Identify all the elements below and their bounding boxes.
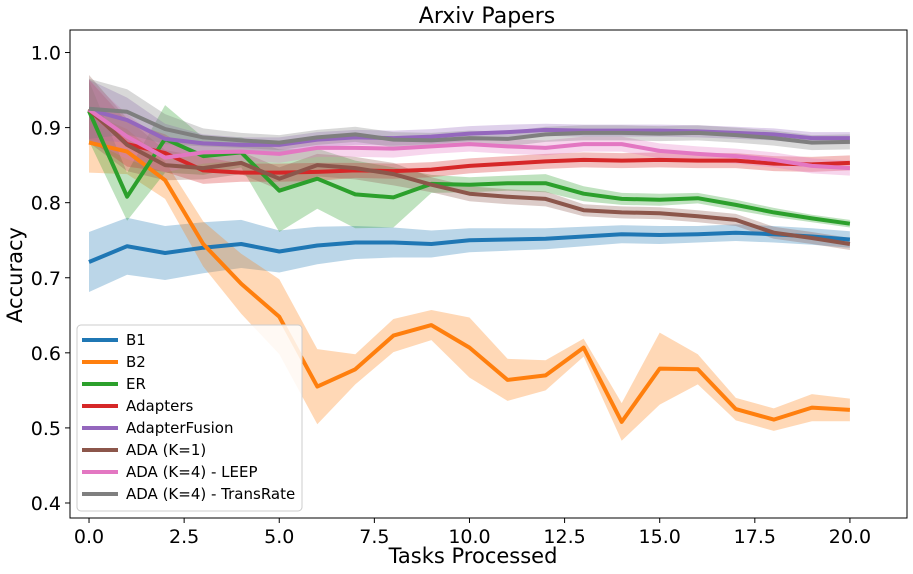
y-tick-label: 0.4 <box>31 493 61 515</box>
legend-box <box>76 324 303 512</box>
line-er <box>87 110 851 226</box>
y-tick-label: 0.5 <box>31 418 61 440</box>
legend-label: AdapterFusion <box>126 419 234 437</box>
band-b2 <box>89 112 850 441</box>
line-ada-k-4-leep <box>87 107 851 171</box>
legend-label: B1 <box>126 331 146 349</box>
legend-label: ADA (K=4) - TransRate <box>126 485 295 503</box>
legend-label: ER <box>126 375 146 393</box>
x-tick-label: 5.0 <box>264 526 294 548</box>
y-tick-label: 0.6 <box>31 343 61 365</box>
x-tick-label: 20.0 <box>829 526 871 548</box>
y-axis-ticks: 0.4 0.5 0.6 0.7 0.8 0.9 1.0 <box>31 43 70 515</box>
legend: B1 B2 ER Adapters AdapterFusion ADA (K=1) ADA … <box>76 324 303 512</box>
plot-area-frame <box>69 29 908 519</box>
band-adapters <box>89 79 850 184</box>
x-tick-label: 17.5 <box>734 526 776 548</box>
line-ada-k-1 <box>87 107 851 246</box>
x-tick-label: 12.5 <box>543 526 585 548</box>
x-tick-label: 15.0 <box>639 526 681 548</box>
y-tick-label: 0.8 <box>31 193 61 215</box>
y-axis-label: Accuracy <box>3 227 27 323</box>
legend-label: B2 <box>126 353 146 371</box>
legend-label: ADA (K=4) - LEEP <box>126 463 258 481</box>
x-tick-label: 10.0 <box>448 526 490 548</box>
y-tick-label: 0.9 <box>31 118 61 140</box>
x-axis-ticks: 0.0 2.5 5.0 7.5 10.0 12.5 15.0 17.5 20.0 <box>74 518 871 548</box>
series-lines <box>87 106 851 424</box>
x-axis-label: Tasks Processed <box>388 544 558 568</box>
line-b2 <box>88 140 851 424</box>
line-b1 <box>88 230 851 264</box>
x-tick-label: 2.5 <box>169 526 199 548</box>
y-tick-label: 1.0 <box>31 43 61 65</box>
legend-label: Adapters <box>126 397 194 415</box>
line-ada-k-4-transrate <box>88 106 850 145</box>
y-tick-label: 0.7 <box>31 268 61 290</box>
x-tick-label: 7.5 <box>359 526 389 548</box>
x-tick-label: 0.0 <box>74 526 104 548</box>
legend-label: ADA (K=1) <box>126 441 206 459</box>
line-adapters <box>87 108 850 175</box>
band-er <box>89 81 850 232</box>
chart-title: Arxiv Papers <box>419 4 555 29</box>
